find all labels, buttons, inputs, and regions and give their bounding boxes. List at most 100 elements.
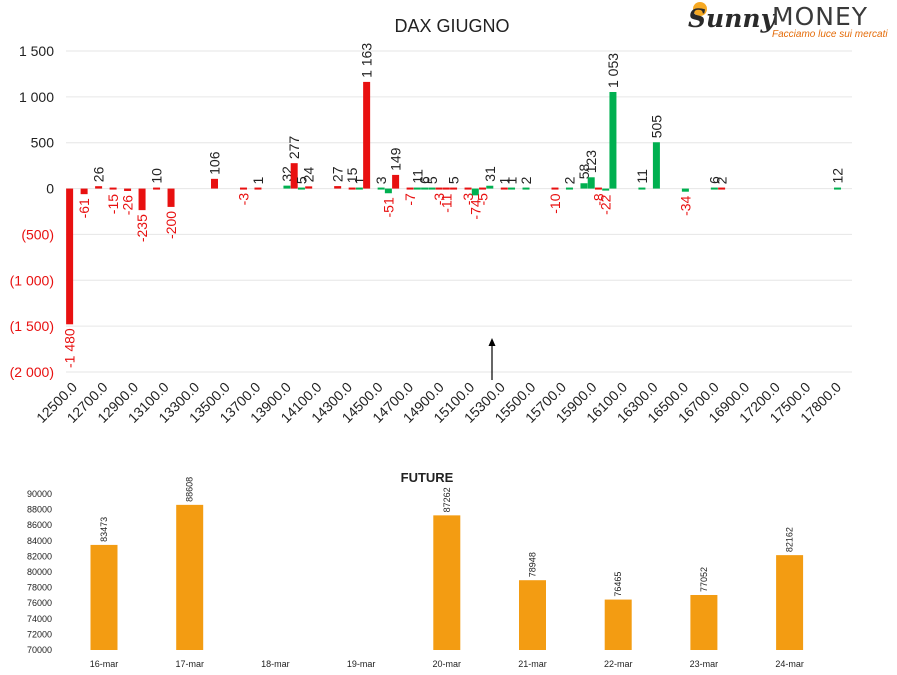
data-label: 27	[330, 166, 346, 182]
bar	[290, 163, 298, 189]
bar	[594, 187, 602, 190]
data-label: 505	[648, 115, 664, 139]
bar	[450, 187, 458, 190]
x-tick-label: 19-mar	[347, 659, 376, 669]
x-tick-label: 17-mar	[175, 659, 204, 669]
bar	[348, 187, 356, 190]
data-label: 5	[446, 176, 462, 184]
bar	[254, 187, 262, 190]
data-label: 6	[417, 176, 433, 184]
bar	[551, 187, 559, 190]
y-tick-label: 80000	[27, 567, 52, 577]
data-label: 1	[250, 176, 266, 184]
bar	[406, 187, 414, 190]
data-label: 10	[149, 168, 165, 184]
data-label: 2	[714, 176, 730, 184]
bar	[500, 187, 508, 190]
bar	[66, 188, 74, 325]
data-label: 11	[409, 169, 425, 184]
data-label: 78948	[528, 552, 538, 577]
data-label: -7	[402, 193, 418, 206]
bar	[153, 187, 161, 190]
y-tick-label: 82000	[27, 551, 52, 561]
y-tick-label: 84000	[27, 536, 52, 546]
bar	[428, 187, 436, 190]
x-tick-label: 16-mar	[90, 659, 119, 669]
bar	[580, 183, 588, 189]
data-label: -51	[380, 197, 396, 217]
bar	[283, 185, 291, 189]
data-label: -74	[467, 199, 483, 219]
data-label: -5	[475, 193, 491, 206]
data-label: -61	[76, 198, 92, 218]
data-label: -10	[547, 193, 563, 213]
y-tick-label: 88000	[27, 505, 52, 515]
bar	[587, 177, 595, 189]
logo-tagline: Facciamo luce sui mercati	[772, 29, 888, 40]
data-label: 1 053	[605, 53, 621, 88]
data-label: -3	[460, 193, 476, 206]
data-label: 82162	[785, 527, 795, 552]
bar	[176, 504, 204, 650]
dax-giugno-chart: DAX GIUGNO 1 500 1 000 500 0 (500) (1 000) (1 5…	[10, 16, 852, 426]
data-label: 1	[351, 176, 367, 184]
bar	[442, 187, 450, 190]
y-tick-label: 70000	[27, 645, 52, 655]
data-label: 5	[424, 176, 440, 184]
data-label: -11	[438, 193, 454, 212]
bar	[109, 187, 117, 190]
bar	[638, 187, 646, 190]
data-label: 24	[301, 167, 317, 183]
data-label: 3	[373, 176, 389, 184]
bar	[392, 174, 400, 189]
data-label: 2	[518, 176, 534, 184]
logo-money-text: MONEY	[772, 2, 869, 31]
data-label: 5	[293, 176, 309, 184]
bar	[377, 187, 385, 190]
data-label: 123	[583, 150, 599, 174]
bar	[471, 188, 479, 196]
bar	[239, 187, 247, 190]
bar	[433, 515, 461, 650]
bar	[602, 188, 610, 191]
bar	[435, 187, 443, 190]
data-label: 26	[91, 166, 107, 182]
data-label: -1 480	[62, 328, 78, 368]
x-tick-label: 22-mar	[604, 659, 633, 669]
data-label: 1	[504, 176, 520, 184]
annotation-arrow-icon	[488, 338, 496, 346]
data-label: 277	[286, 136, 302, 160]
bar	[334, 186, 342, 189]
data-label: 15	[344, 167, 360, 183]
x-tick-label: 23-mar	[690, 659, 719, 669]
bar	[90, 544, 118, 650]
y-tick-label: 78000	[27, 583, 52, 593]
y-tick-label: 500	[31, 135, 55, 151]
bar	[464, 187, 472, 190]
data-label: -15	[105, 194, 121, 214]
data-label: -235	[134, 214, 150, 242]
y-tick-label: 0	[46, 181, 54, 197]
data-label: 31	[482, 166, 498, 182]
bar	[508, 187, 516, 190]
bar	[604, 599, 632, 650]
sunny-money-logo: Sunny MONEY Facciamo luce sui mercati	[686, 2, 892, 42]
data-label: 149	[388, 147, 404, 171]
chart-title: DAX GIUGNO	[394, 16, 509, 36]
bar	[486, 185, 494, 189]
bar	[479, 187, 487, 190]
bar	[305, 186, 313, 189]
data-label: 88608	[185, 477, 195, 502]
bar	[609, 91, 617, 189]
y-tick-label: 72000	[27, 629, 52, 639]
future-chart: FUTURE 90000 88000 86000 84000 82000 80000 7800…	[27, 470, 804, 669]
y-tick-label: 76000	[27, 598, 52, 608]
data-label: -3	[431, 193, 447, 206]
bar	[413, 187, 421, 190]
bar	[421, 187, 429, 190]
bar	[80, 188, 88, 195]
y-tick-label: (2 000)	[10, 364, 54, 380]
y-tick-label: 1 000	[19, 89, 54, 105]
bar	[355, 187, 363, 190]
data-label: -22	[598, 194, 614, 214]
